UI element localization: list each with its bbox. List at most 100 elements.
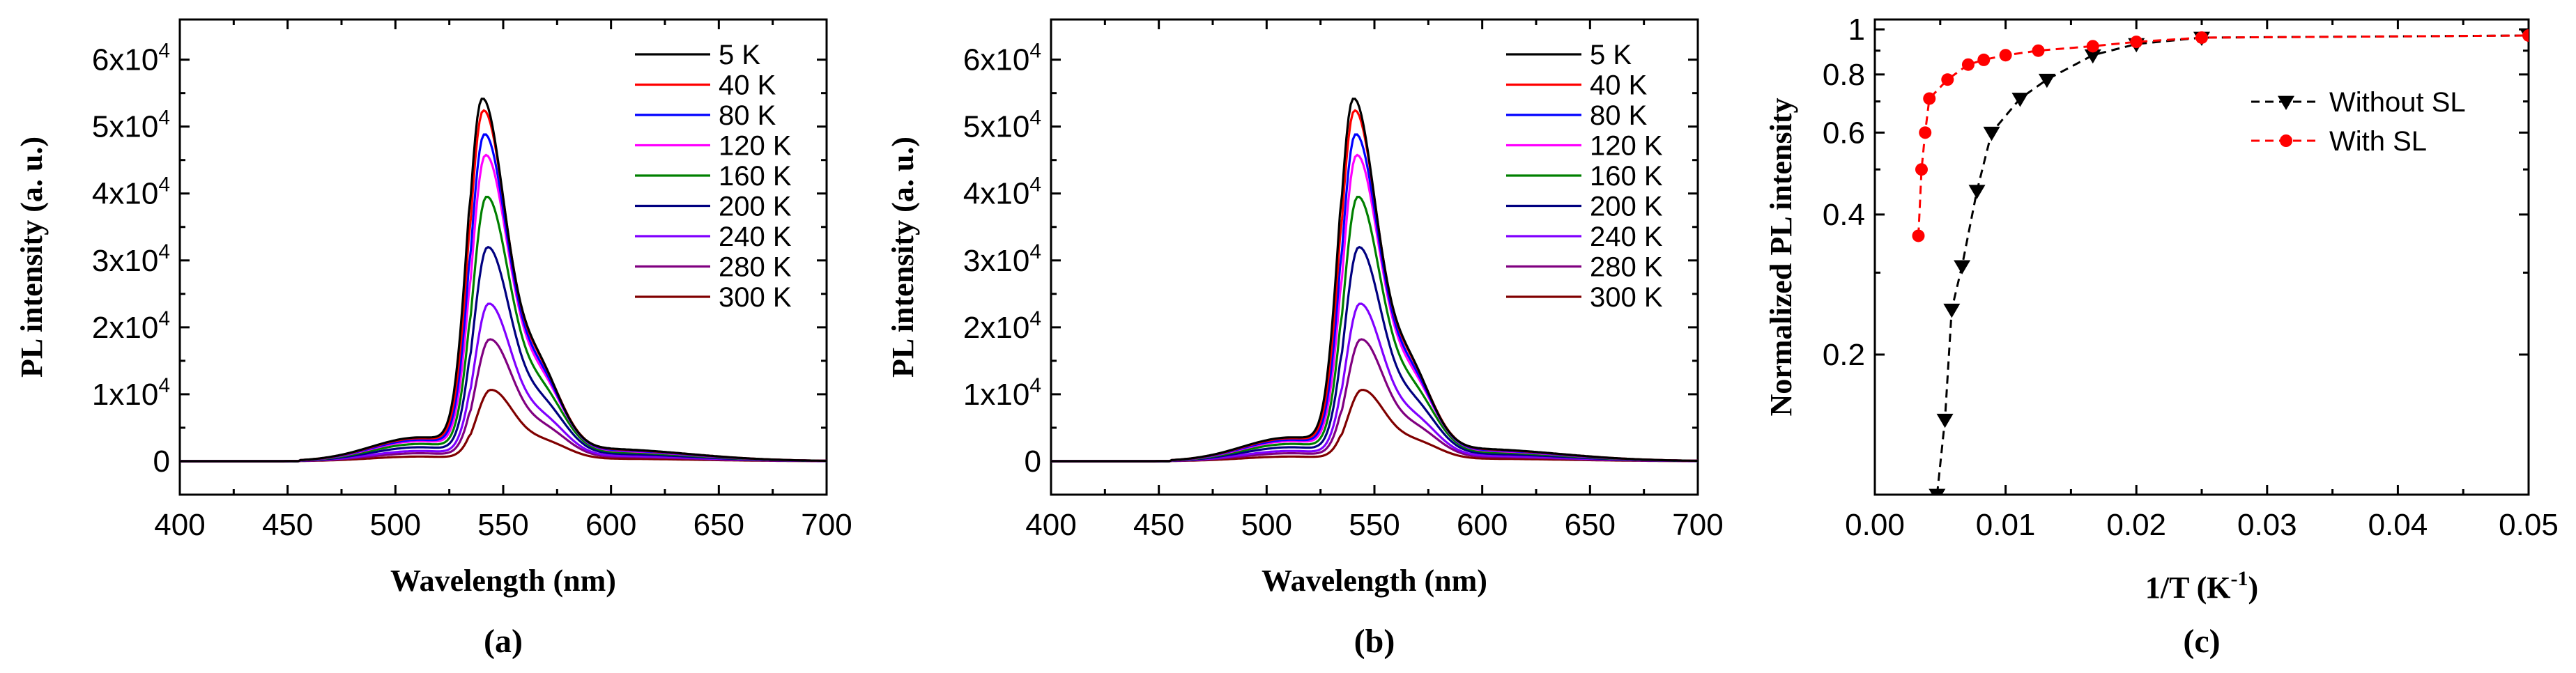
legend-label: Without SL xyxy=(2329,87,2466,118)
legend-marker xyxy=(2280,134,2292,147)
legend-label: 40 K xyxy=(1590,70,1648,101)
series-line-280k xyxy=(180,338,827,463)
legend-label: 120 K xyxy=(1590,131,1663,162)
series-line-without-sl xyxy=(1935,34,2529,495)
data-point-without-sl xyxy=(2011,93,2029,107)
legend-label: 200 K xyxy=(1590,192,1663,222)
data-point-with-sl xyxy=(1912,229,1925,242)
panel-b-ticks: 400 450 500 550 600 650 700 0 1x104 2x104 3x104 4x1… xyxy=(963,20,1724,542)
data-point-with-sl xyxy=(1919,126,1932,139)
panel-c-caption: (c) xyxy=(2183,623,2220,660)
series-line-280k xyxy=(1051,338,1698,463)
y-tick-label: 0.4 xyxy=(1823,198,1865,232)
y-tick-label: 0 xyxy=(153,444,170,479)
panel-a-caption: (a) xyxy=(484,623,523,660)
series-line-240k xyxy=(180,302,827,463)
panel-b: 400 450 500 550 600 650 700 0 1x104 2x104 3x104 4x1… xyxy=(886,18,1724,660)
y-tick-label: 0 xyxy=(1025,444,1041,479)
legend-label: 5 K xyxy=(719,40,760,70)
scatter-series-group xyxy=(1912,29,2529,495)
data-point-with-sl xyxy=(2032,44,2045,57)
legend-label: 280 K xyxy=(1590,252,1663,283)
x-tick-label: 700 xyxy=(1672,508,1723,542)
data-point-without-sl xyxy=(1929,488,1946,495)
panel-a-ylabel: PL intensity (a. u.) xyxy=(15,137,49,378)
panel-b-series xyxy=(1051,98,1698,463)
legend-label: 240 K xyxy=(1590,222,1663,252)
x-tick-label: 0.01 xyxy=(1976,508,2036,542)
panel-a-xlabel: Wavelength (nm) xyxy=(390,564,616,598)
panel-a: 400 450 500 550 600 650 700 0 1x104 2x104 3x104 4x1… xyxy=(15,18,852,660)
series-line-5k xyxy=(180,98,827,463)
x-tick-label: 500 xyxy=(1241,508,1292,542)
y-tick-label: 2x104 xyxy=(963,307,1041,345)
y-tick-label: 1 xyxy=(1848,13,1865,47)
x-tick-label: 0.00 xyxy=(1845,508,1905,542)
data-point-with-sl xyxy=(1915,163,1928,176)
legend-label: 300 K xyxy=(719,282,792,313)
y-tick-label: 5x104 xyxy=(963,107,1041,144)
y-tick-label: 5x104 xyxy=(92,107,170,144)
data-point-with-sl xyxy=(1961,58,1975,71)
x-tick-label: 550 xyxy=(1349,508,1400,542)
legend-label: 160 K xyxy=(1590,161,1663,192)
series-line-300k xyxy=(180,389,827,463)
x-tick-label: 0.03 xyxy=(2237,508,2297,542)
legend-label: 160 K xyxy=(719,161,792,192)
legend-label: 120 K xyxy=(719,131,792,162)
x-tick-label: 400 xyxy=(1025,508,1076,542)
y-tick-label: 3x104 xyxy=(963,240,1041,278)
data-point-without-sl xyxy=(2084,49,2101,64)
data-point-without-sl xyxy=(1936,413,1954,428)
y-tick-label: 4x104 xyxy=(92,173,170,211)
x-tick-label: 450 xyxy=(1133,508,1184,542)
panel-c-xlabel: 1/T (K-1) xyxy=(2145,567,2258,605)
x-tick-label: 0.05 xyxy=(2499,508,2559,542)
x-tick-label: 600 xyxy=(585,508,636,542)
legend-marker xyxy=(2278,95,2294,110)
data-point-without-sl xyxy=(1983,126,2000,141)
data-point-without-sl xyxy=(1968,185,1986,199)
legend-label: 300 K xyxy=(1590,282,1663,313)
legend-label: With SL xyxy=(2329,126,2427,157)
y-tick-label: 4x104 xyxy=(963,173,1041,211)
series-line-with-sl xyxy=(1917,34,2529,236)
series-line-5k xyxy=(1051,98,1698,463)
x-tick-label: 600 xyxy=(1457,508,1508,542)
panel-c-xlabel-tail: ) xyxy=(2248,571,2259,605)
x-tick-label: 0.02 xyxy=(2106,508,2166,542)
data-point-with-sl xyxy=(1923,92,1936,105)
panel-c-xlabel-base: 1/T (K xyxy=(2145,571,2231,605)
legend-label: 200 K xyxy=(719,192,792,222)
legend-label: 80 K xyxy=(1590,100,1648,131)
panel-c-legend: Without SL With SL xyxy=(2251,87,2466,157)
y-tick-label: 0.8 xyxy=(1823,58,1865,92)
y-tick-label: 0.2 xyxy=(1823,338,1865,372)
legend-label: 5 K xyxy=(1590,40,1632,70)
legend-label: 240 K xyxy=(719,222,792,252)
x-tick-label: 0.04 xyxy=(2368,508,2428,542)
data-point-with-sl xyxy=(2195,31,2208,44)
panel-c: 0.00 0.01 0.02 0.03 0.04 0.05 0.2 0.4 0.6 0.8 1 Wi… xyxy=(1764,13,2559,660)
panel-c-ylabel: Normalized PL intensity xyxy=(1764,98,1798,416)
y-tick-label: 0.6 xyxy=(1823,116,1865,150)
legend-label: 40 K xyxy=(719,70,776,101)
panel-b-ylabel: PL intensity (a. u.) xyxy=(886,137,920,378)
data-point-with-sl xyxy=(1941,73,1954,86)
y-tick-label: 6x104 xyxy=(92,40,170,77)
panel-b-caption: (b) xyxy=(1354,623,1395,660)
legend-label: 80 K xyxy=(719,100,776,131)
y-tick-label: 1x104 xyxy=(963,374,1041,412)
series-line-300k xyxy=(1051,389,1698,463)
panel-c-xlabel-exp: -1 xyxy=(2231,567,2248,590)
y-tick-label: 1x104 xyxy=(92,374,170,412)
y-tick-label: 6x104 xyxy=(963,40,1041,77)
panel-b-xlabel: Wavelength (nm) xyxy=(1262,564,1487,598)
data-point-without-sl xyxy=(2038,73,2055,88)
data-point-with-sl xyxy=(2086,40,2099,53)
panel-a-series xyxy=(180,98,827,463)
y-tick-label: 3x104 xyxy=(92,240,170,278)
